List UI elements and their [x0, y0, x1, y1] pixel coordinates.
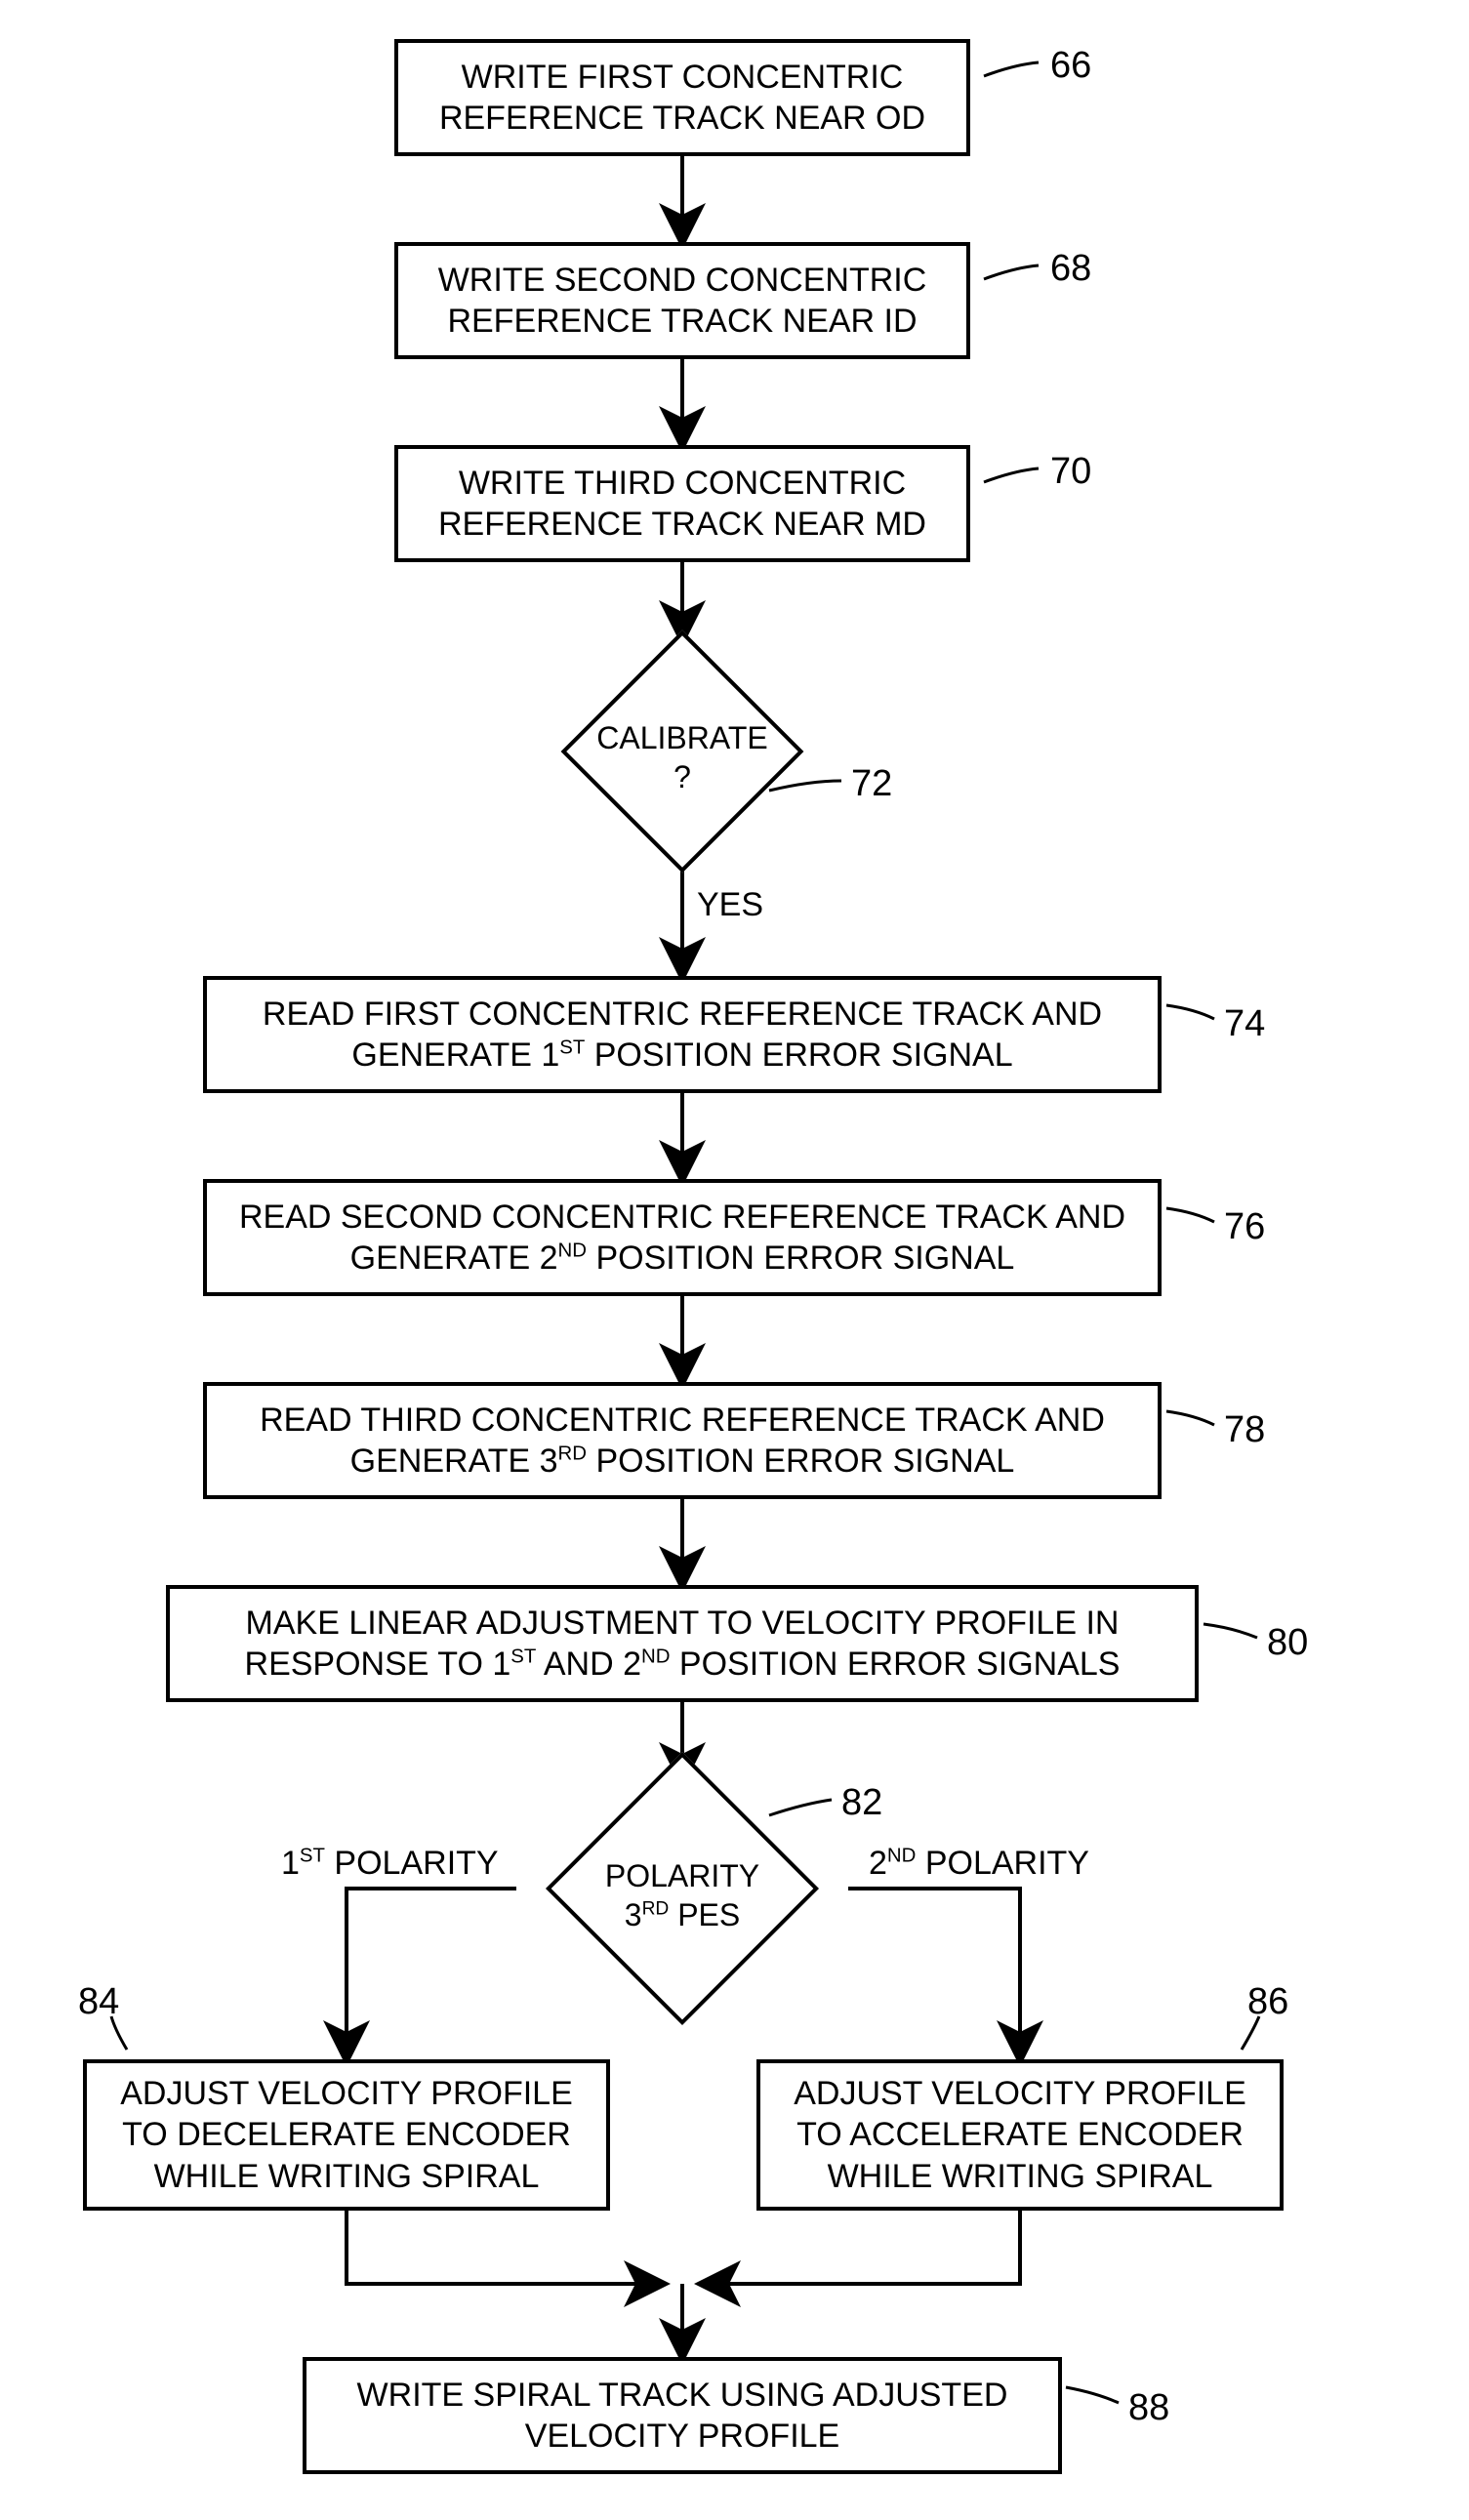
process-node-74: READ FIRST CONCENTRIC REFERENCE TRACK AN… — [203, 976, 1162, 1093]
edge-label-yes: YES — [697, 886, 763, 924]
ref-label-78: 78 — [1224, 1409, 1265, 1451]
node-text: ADJUST VELOCITY PROFILE TO DECELERATE EN… — [102, 2073, 591, 2198]
process-node-68: WRITE SECOND CONCENTRIC REFERENCE TRACK … — [394, 242, 970, 359]
process-node-86: ADJUST VELOCITY PROFILE TO ACCELERATE EN… — [756, 2059, 1284, 2211]
process-node-84: ADJUST VELOCITY PROFILE TO DECELERATE EN… — [83, 2059, 610, 2211]
ref-label-72: 72 — [851, 763, 892, 805]
node-text: READ FIRST CONCENTRIC REFERENCE TRACK AN… — [223, 994, 1142, 1077]
node-text: ADJUST VELOCITY PROFILE TO ACCELERATE EN… — [776, 2073, 1264, 2198]
decision-text-line2: ? — [673, 759, 691, 794]
decision-text-line2: 3RD PES — [625, 1897, 740, 1932]
node-text: MAKE LINEAR ADJUSTMENT TO VELOCITY PROFI… — [185, 1603, 1179, 1686]
decision-label-82: POLARITY 3RD PES — [566, 1856, 798, 1934]
node-text: WRITE FIRST CONCENTRIC REFERENCE TRACK N… — [414, 57, 951, 140]
ref-label-76: 76 — [1224, 1206, 1265, 1248]
node-text: WRITE SPIRAL TRACK USING ADJUSTED VELOCI… — [322, 2375, 1042, 2458]
decision-text-line1: CALIBRATE — [596, 720, 767, 755]
node-text: READ THIRD CONCENTRIC REFERENCE TRACK AN… — [223, 1400, 1142, 1483]
edge-label-polarity-2: 2ND POLARITY — [869, 1845, 1089, 1883]
flowchart-root: WRITE FIRST CONCENTRIC REFERENCE TRACK N… — [0, 0, 1469, 2520]
process-node-70: WRITE THIRD CONCENTRIC REFERENCE TRACK N… — [394, 445, 970, 562]
edge-label-polarity-1: 1ST POLARITY — [281, 1845, 499, 1883]
ref-label-84: 84 — [78, 1981, 119, 2023]
ref-label-74: 74 — [1224, 1003, 1265, 1045]
decision-text-line1: POLARITY — [605, 1858, 759, 1893]
process-node-66: WRITE FIRST CONCENTRIC REFERENCE TRACK N… — [394, 39, 970, 156]
ref-label-86: 86 — [1247, 1981, 1288, 2023]
ref-label-66: 66 — [1050, 45, 1091, 87]
ref-label-68: 68 — [1050, 248, 1091, 290]
decision-label-72: CALIBRATE ? — [566, 718, 798, 796]
ref-label-80: 80 — [1267, 1622, 1308, 1664]
process-node-80: MAKE LINEAR ADJUSTMENT TO VELOCITY PROFI… — [166, 1585, 1199, 1702]
node-text: WRITE THIRD CONCENTRIC REFERENCE TRACK N… — [414, 463, 951, 546]
node-text: READ SECOND CONCENTRIC REFERENCE TRACK A… — [223, 1197, 1142, 1280]
ref-label-70: 70 — [1050, 451, 1091, 493]
ref-label-88: 88 — [1128, 2387, 1169, 2429]
ref-label-82: 82 — [841, 1782, 882, 1824]
node-text: WRITE SECOND CONCENTRIC REFERENCE TRACK … — [414, 260, 951, 343]
process-node-78: READ THIRD CONCENTRIC REFERENCE TRACK AN… — [203, 1382, 1162, 1499]
process-node-88: WRITE SPIRAL TRACK USING ADJUSTED VELOCI… — [303, 2357, 1062, 2474]
process-node-76: READ SECOND CONCENTRIC REFERENCE TRACK A… — [203, 1179, 1162, 1296]
